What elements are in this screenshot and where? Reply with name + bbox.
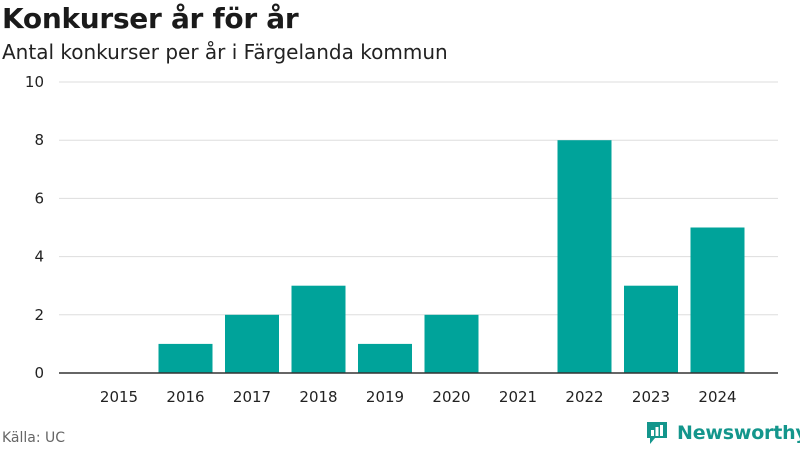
y-tick-label: 0 — [34, 364, 44, 382]
x-tick-label: 2017 — [233, 388, 271, 406]
bar-2022 — [557, 140, 612, 373]
bar-2017 — [225, 314, 279, 373]
y-tick-label: 4 — [34, 248, 44, 266]
x-tick-label: 2016 — [166, 388, 204, 406]
x-tick-label: 2019 — [366, 388, 404, 406]
brand-name: Newsworthy — [677, 422, 800, 444]
x-tick-label: 2018 — [299, 388, 337, 406]
bar-2020 — [424, 314, 479, 373]
x-tick-label: 2020 — [432, 388, 470, 406]
bar-2023 — [624, 285, 678, 373]
bar-2024 — [690, 227, 745, 373]
y-tick-label: 8 — [34, 131, 44, 149]
gridlines — [59, 81, 778, 316]
bar-chart-logo-icon — [647, 422, 667, 444]
y-tick-label: 10 — [25, 73, 44, 91]
source-note: Källa: UC — [2, 430, 66, 446]
x-tick-label: 2021 — [499, 388, 537, 406]
y-tick-label: 6 — [34, 189, 44, 207]
chart-title: Konkurser år för år — [2, 2, 299, 35]
x-axis-ticks: 2015 2016 2017 2018 2019 2020 2021 2022 2023 2024 — [100, 388, 737, 406]
x-tick-label: 2024 — [698, 388, 736, 406]
x-tick-label: 2022 — [565, 388, 603, 406]
x-tick-label: 2023 — [632, 388, 670, 406]
bar-2018 — [291, 285, 346, 373]
chart-subtitle: Antal konkurser per år i Färgelanda komm… — [2, 40, 448, 64]
y-tick-label: 2 — [34, 306, 44, 324]
x-tick-label: 2015 — [100, 388, 138, 406]
bar-2016 — [158, 343, 213, 373]
y-axis-ticks: 0 2 4 6 8 10 — [25, 73, 44, 382]
bar-2019 — [358, 343, 412, 373]
brand-logo: Newsworthy — [645, 420, 800, 446]
bars — [158, 140, 745, 373]
